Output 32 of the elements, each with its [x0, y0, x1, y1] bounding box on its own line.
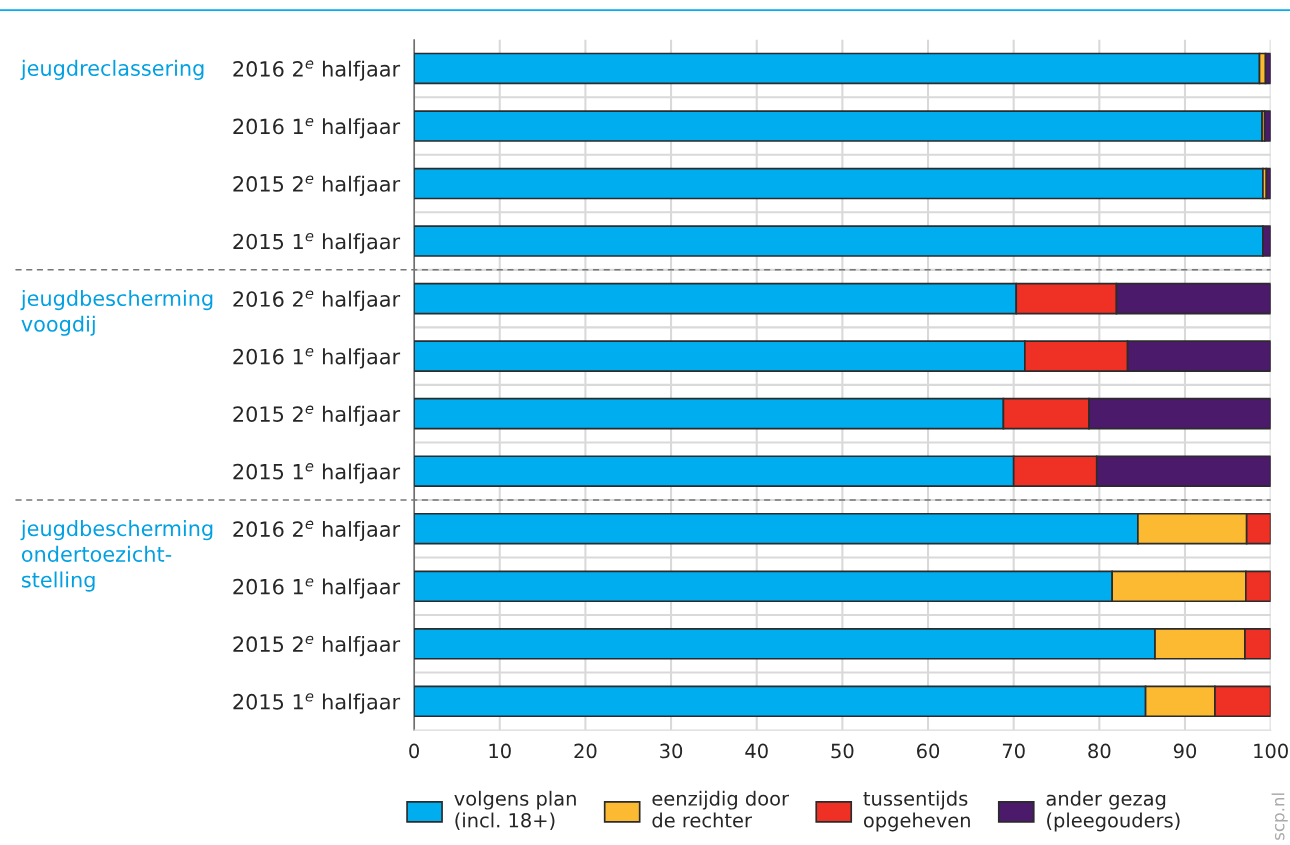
text: scp.nl [1271, 793, 1288, 840]
x-tick-label: 60 [917, 743, 940, 759]
bar [1263, 110, 1271, 142]
y-tick-label: 2015 2$^{e}$ halfjaar [233, 405, 401, 427]
text: jeugdbescherming ondertoezicht- stelling [20, 520, 213, 592]
text: jeugdbescherming voogdij [20, 289, 213, 336]
y-tick-label: 2016 2$^{e}$ halfjaar [233, 520, 401, 542]
legend-label: volgens plan (incl. 18+) [454, 790, 576, 830]
legend-label: eenzijdig door de rechter [652, 790, 790, 828]
y-tick-label: 2015 1$^{e}$ halfjaar [233, 463, 401, 484]
text: jeugdreclassering [20, 59, 204, 81]
x-tick-label: 90 [1173, 743, 1197, 759]
y-tick-label: 2015 1$^{e}$ halfjaar [233, 693, 401, 714]
x-tick-label: 50 [831, 743, 854, 759]
y-tick-label: 2016 2$^{e}$ halfjaar [233, 290, 401, 311]
x-tick-label: 30 [660, 743, 683, 759]
legend-label: ander gezag (pleegouders) [1046, 790, 1180, 832]
x-tick-label: 70 [1002, 743, 1025, 759]
y-tick-label: 2016 2$^{e}$ halfjaar [233, 60, 401, 81]
y-tick-label: 2015 1$^{e}$ halfjaar [233, 232, 401, 254]
y-tick-label: 2016 1$^{e}$ halfjaar [233, 578, 401, 599]
x-tick-label: 10 [489, 743, 511, 759]
y-tick-label: 2016 1$^{e}$ halfjaar [233, 348, 401, 369]
y-tick-label: 2015 2$^{e}$ halfjaar [233, 635, 401, 657]
x-tick-label: 80 [1088, 743, 1111, 759]
x-tick-label: 40 [745, 743, 768, 759]
x-tick-label: 20 [574, 743, 597, 759]
legend-label: tussentijds opgeheven [863, 790, 970, 832]
x-tick-label: 0 [409, 743, 419, 759]
y-tick-label: 2016 1$^{e}$ halfjaar [233, 117, 401, 139]
y-tick-label: 2015 2$^{e}$ halfjaar [233, 175, 401, 196]
x-tick-label: 100 [1254, 743, 1288, 759]
